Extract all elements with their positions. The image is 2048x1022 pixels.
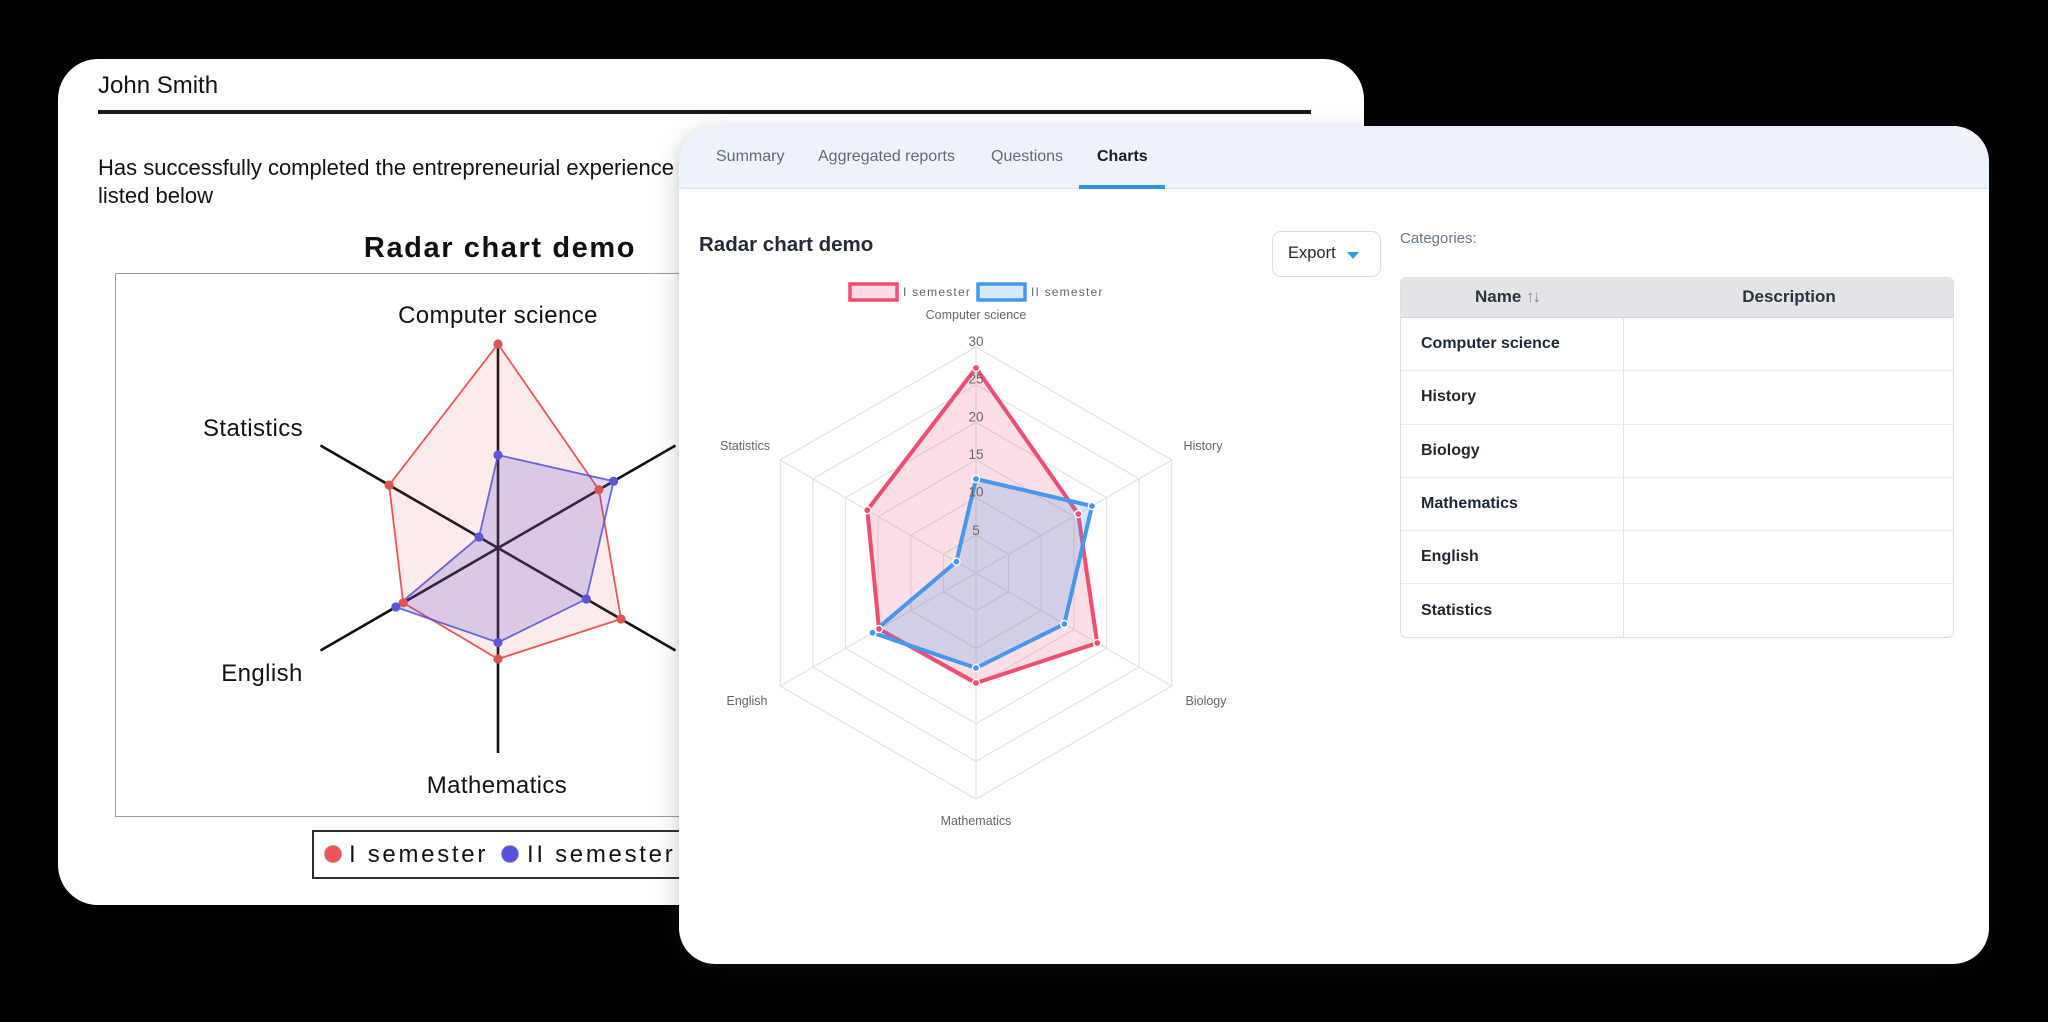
svg-text:II semester: II semester bbox=[527, 841, 675, 868]
svg-text:5: 5 bbox=[972, 523, 980, 538]
svg-text:Computer science: Computer science bbox=[926, 308, 1027, 322]
svg-text:I semester: I semester bbox=[903, 285, 971, 299]
svg-text:25: 25 bbox=[968, 372, 983, 387]
svg-text:20: 20 bbox=[968, 409, 983, 424]
svg-text:Biology: Biology bbox=[1186, 694, 1228, 708]
svg-text:I semester: I semester bbox=[349, 841, 488, 868]
svg-text:10: 10 bbox=[968, 485, 983, 500]
svg-text:30: 30 bbox=[968, 334, 983, 349]
svg-text:Statistics: Statistics bbox=[720, 439, 770, 453]
svg-text:II semester: II semester bbox=[1031, 285, 1104, 299]
svg-text:English: English bbox=[221, 660, 303, 687]
svg-text:Statistics: Statistics bbox=[203, 415, 303, 442]
svg-text:Computer science: Computer science bbox=[398, 302, 598, 329]
svg-text:History: History bbox=[1184, 439, 1224, 453]
svg-text:15: 15 bbox=[968, 447, 983, 462]
svg-text:Mathematics: Mathematics bbox=[941, 814, 1012, 828]
svg-text:Mathematics: Mathematics bbox=[427, 772, 567, 799]
svg-text:English: English bbox=[727, 694, 768, 708]
